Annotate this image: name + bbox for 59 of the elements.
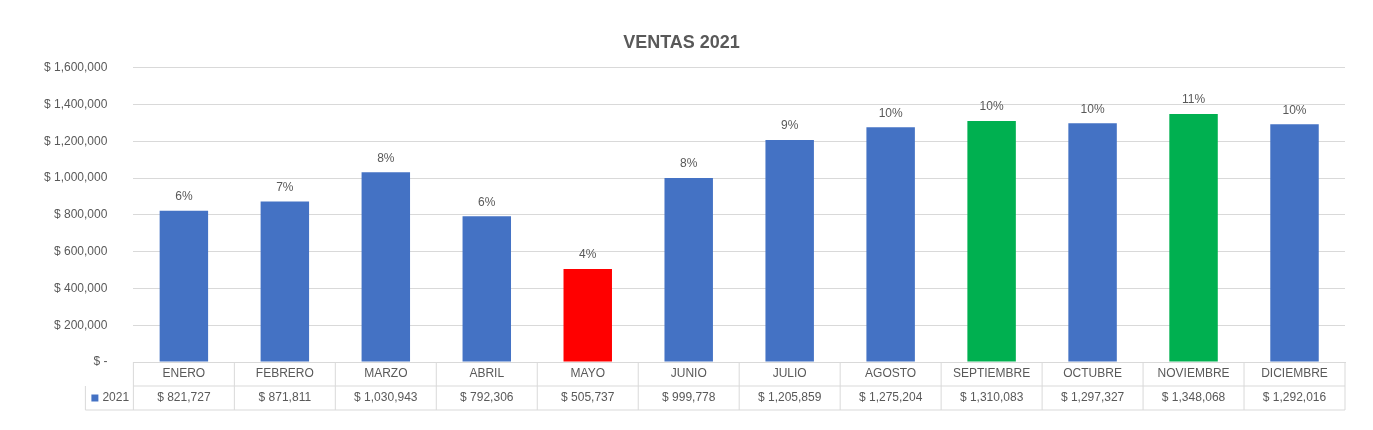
- y-tick-label: $ 1,600,000: [43, 59, 108, 74]
- annotation: 9%: [781, 118, 799, 133]
- bar: [462, 216, 512, 362]
- chart-title: VENTAS 2021: [623, 31, 740, 52]
- annotation: 10%: [979, 99, 1004, 114]
- bar: [1169, 113, 1218, 362]
- bar: [967, 120, 1016, 362]
- bar: [1068, 123, 1117, 362]
- bar: [260, 201, 310, 362]
- data-label: $ 792,306: [460, 390, 514, 405]
- x-tick-label: FEBRERO: [255, 366, 314, 381]
- y-tick-label: $ 400,000: [54, 280, 108, 295]
- y-tick-label: $ 1,400,000: [43, 96, 108, 111]
- data-label: $ 999,778: [662, 390, 716, 405]
- data-label: $ 1,030,943: [354, 390, 418, 405]
- annotation: 7%: [276, 179, 294, 194]
- bar: [664, 178, 713, 362]
- annotation: 10%: [1080, 101, 1105, 116]
- y-tick-label: $ -: [93, 354, 108, 369]
- x-tick-label: OCTUBRE: [1063, 366, 1122, 381]
- x-tick-label: ENERO: [162, 366, 206, 381]
- y-tick-label: $ 600,000: [54, 243, 108, 258]
- x-tick-label: SEPTIEMBRE: [952, 366, 1031, 381]
- annotation: 11%: [1181, 92, 1206, 107]
- data-label: $ 821,727: [157, 390, 211, 405]
- x-tick-label: AGOSTO: [865, 366, 917, 381]
- y-tick-label: $ 1,000,000: [43, 170, 108, 185]
- data-label: $ 1,292,016: [1262, 390, 1327, 405]
- data-label: $ 871,811: [258, 390, 312, 405]
- x-tick-label: NOVIEMBRE: [1157, 366, 1230, 381]
- bar: [159, 210, 209, 362]
- data-label: $ 1,205,859: [757, 390, 822, 405]
- y-tick-label: $ 200,000: [54, 317, 108, 332]
- y-tick-label: $ 800,000: [54, 207, 108, 222]
- x-tick-label: JUNIO: [670, 366, 707, 381]
- annotation: 8%: [377, 150, 395, 165]
- annotation: 10%: [878, 105, 903, 120]
- x-tick-label: MAYO: [570, 366, 605, 381]
- data-label: $ 1,348,068: [1161, 390, 1226, 405]
- bar: [1270, 124, 1319, 362]
- bar: [361, 172, 411, 362]
- annotation: 6%: [175, 189, 193, 204]
- data-label: $ 505,737: [561, 390, 615, 405]
- bar: [563, 268, 612, 362]
- x-tick-label: MARZO: [364, 366, 408, 381]
- y-tick-label: $ 1,200,000: [43, 133, 108, 148]
- data-label: $ 1,275,204: [858, 390, 923, 405]
- x-tick-label: ABRIL: [469, 366, 505, 381]
- legend-label: 2021: [102, 390, 130, 405]
- bar: [866, 127, 915, 362]
- data-label: $ 1,297,327: [1060, 390, 1125, 405]
- bar: [765, 140, 814, 362]
- annotation: 8%: [680, 156, 698, 171]
- data-label: $ 1,310,083: [959, 390, 1024, 405]
- x-tick-label: JULIO: [772, 366, 807, 381]
- annotation: 4%: [579, 247, 597, 262]
- x-tick-label: DICIEMBRE: [1261, 366, 1328, 381]
- annotation: 10%: [1282, 102, 1307, 117]
- annotation: 6%: [478, 194, 496, 209]
